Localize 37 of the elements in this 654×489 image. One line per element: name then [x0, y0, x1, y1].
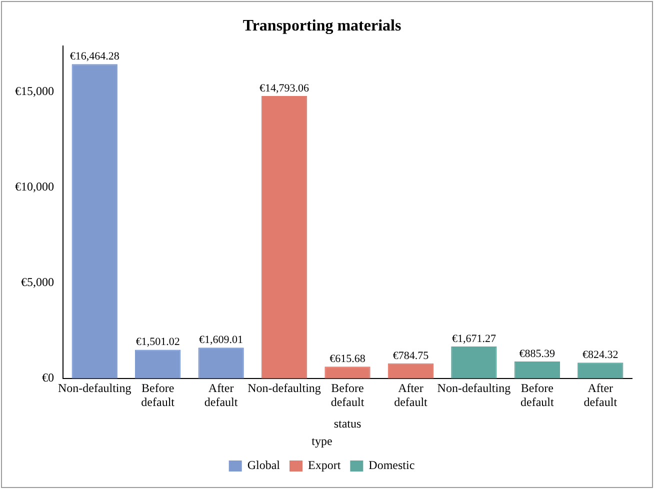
legend-label: Export [308, 458, 342, 472]
bar [578, 362, 624, 378]
x-axis-title: status [334, 416, 362, 431]
data-label: €1,671.27 [452, 332, 496, 345]
y-tick-label: €5,000 [21, 275, 54, 290]
bar [198, 348, 244, 378]
data-label: €784.75 [392, 350, 430, 362]
bar [134, 350, 181, 378]
x-tick-label: Non-defaulting [58, 380, 132, 395]
bar [324, 366, 370, 378]
data-label: €615.68 [330, 353, 366, 366]
legend-label: Domestic [368, 458, 415, 472]
chart-title: Transporting materials [242, 18, 402, 35]
data-label: €824.32 [582, 349, 618, 362]
x-tick-label: After default [204, 380, 238, 410]
bar [72, 64, 118, 378]
legend-label: Global [247, 458, 281, 472]
x-tick-label: Before default [330, 380, 365, 410]
x-tick-label: Non-defaulting [248, 380, 321, 395]
x-tick-label: Before default [141, 380, 176, 410]
x-tick-label: Non-defaulting [437, 380, 511, 395]
bar [514, 361, 560, 378]
bar [388, 363, 434, 378]
data-label: €16,464.28 [70, 50, 120, 62]
data-label: €885.39 [519, 348, 556, 360]
x-tick-label: After default [584, 380, 618, 410]
x-tick-label: Before default [520, 380, 554, 410]
y-tick-label: €10,000 [15, 180, 54, 194]
bar [261, 96, 308, 378]
x-tick-label: After default [394, 380, 428, 410]
y-tick-label: €0 [42, 370, 54, 385]
bar [451, 346, 497, 378]
data-label: €1,609.01 [199, 334, 244, 346]
data-label: €1,501.02 [136, 336, 180, 348]
legend-title: type [312, 434, 332, 448]
y-tick-label: €15,000 [15, 84, 54, 98]
data-label: €14,793.06 [260, 82, 310, 94]
